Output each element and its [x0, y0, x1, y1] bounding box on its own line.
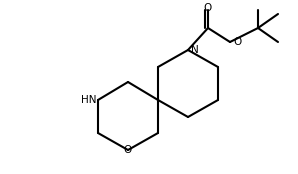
Text: O: O [124, 145, 132, 155]
Text: O: O [204, 3, 212, 13]
Text: O: O [233, 37, 241, 47]
Text: N: N [191, 45, 199, 55]
Text: HN: HN [80, 95, 96, 105]
